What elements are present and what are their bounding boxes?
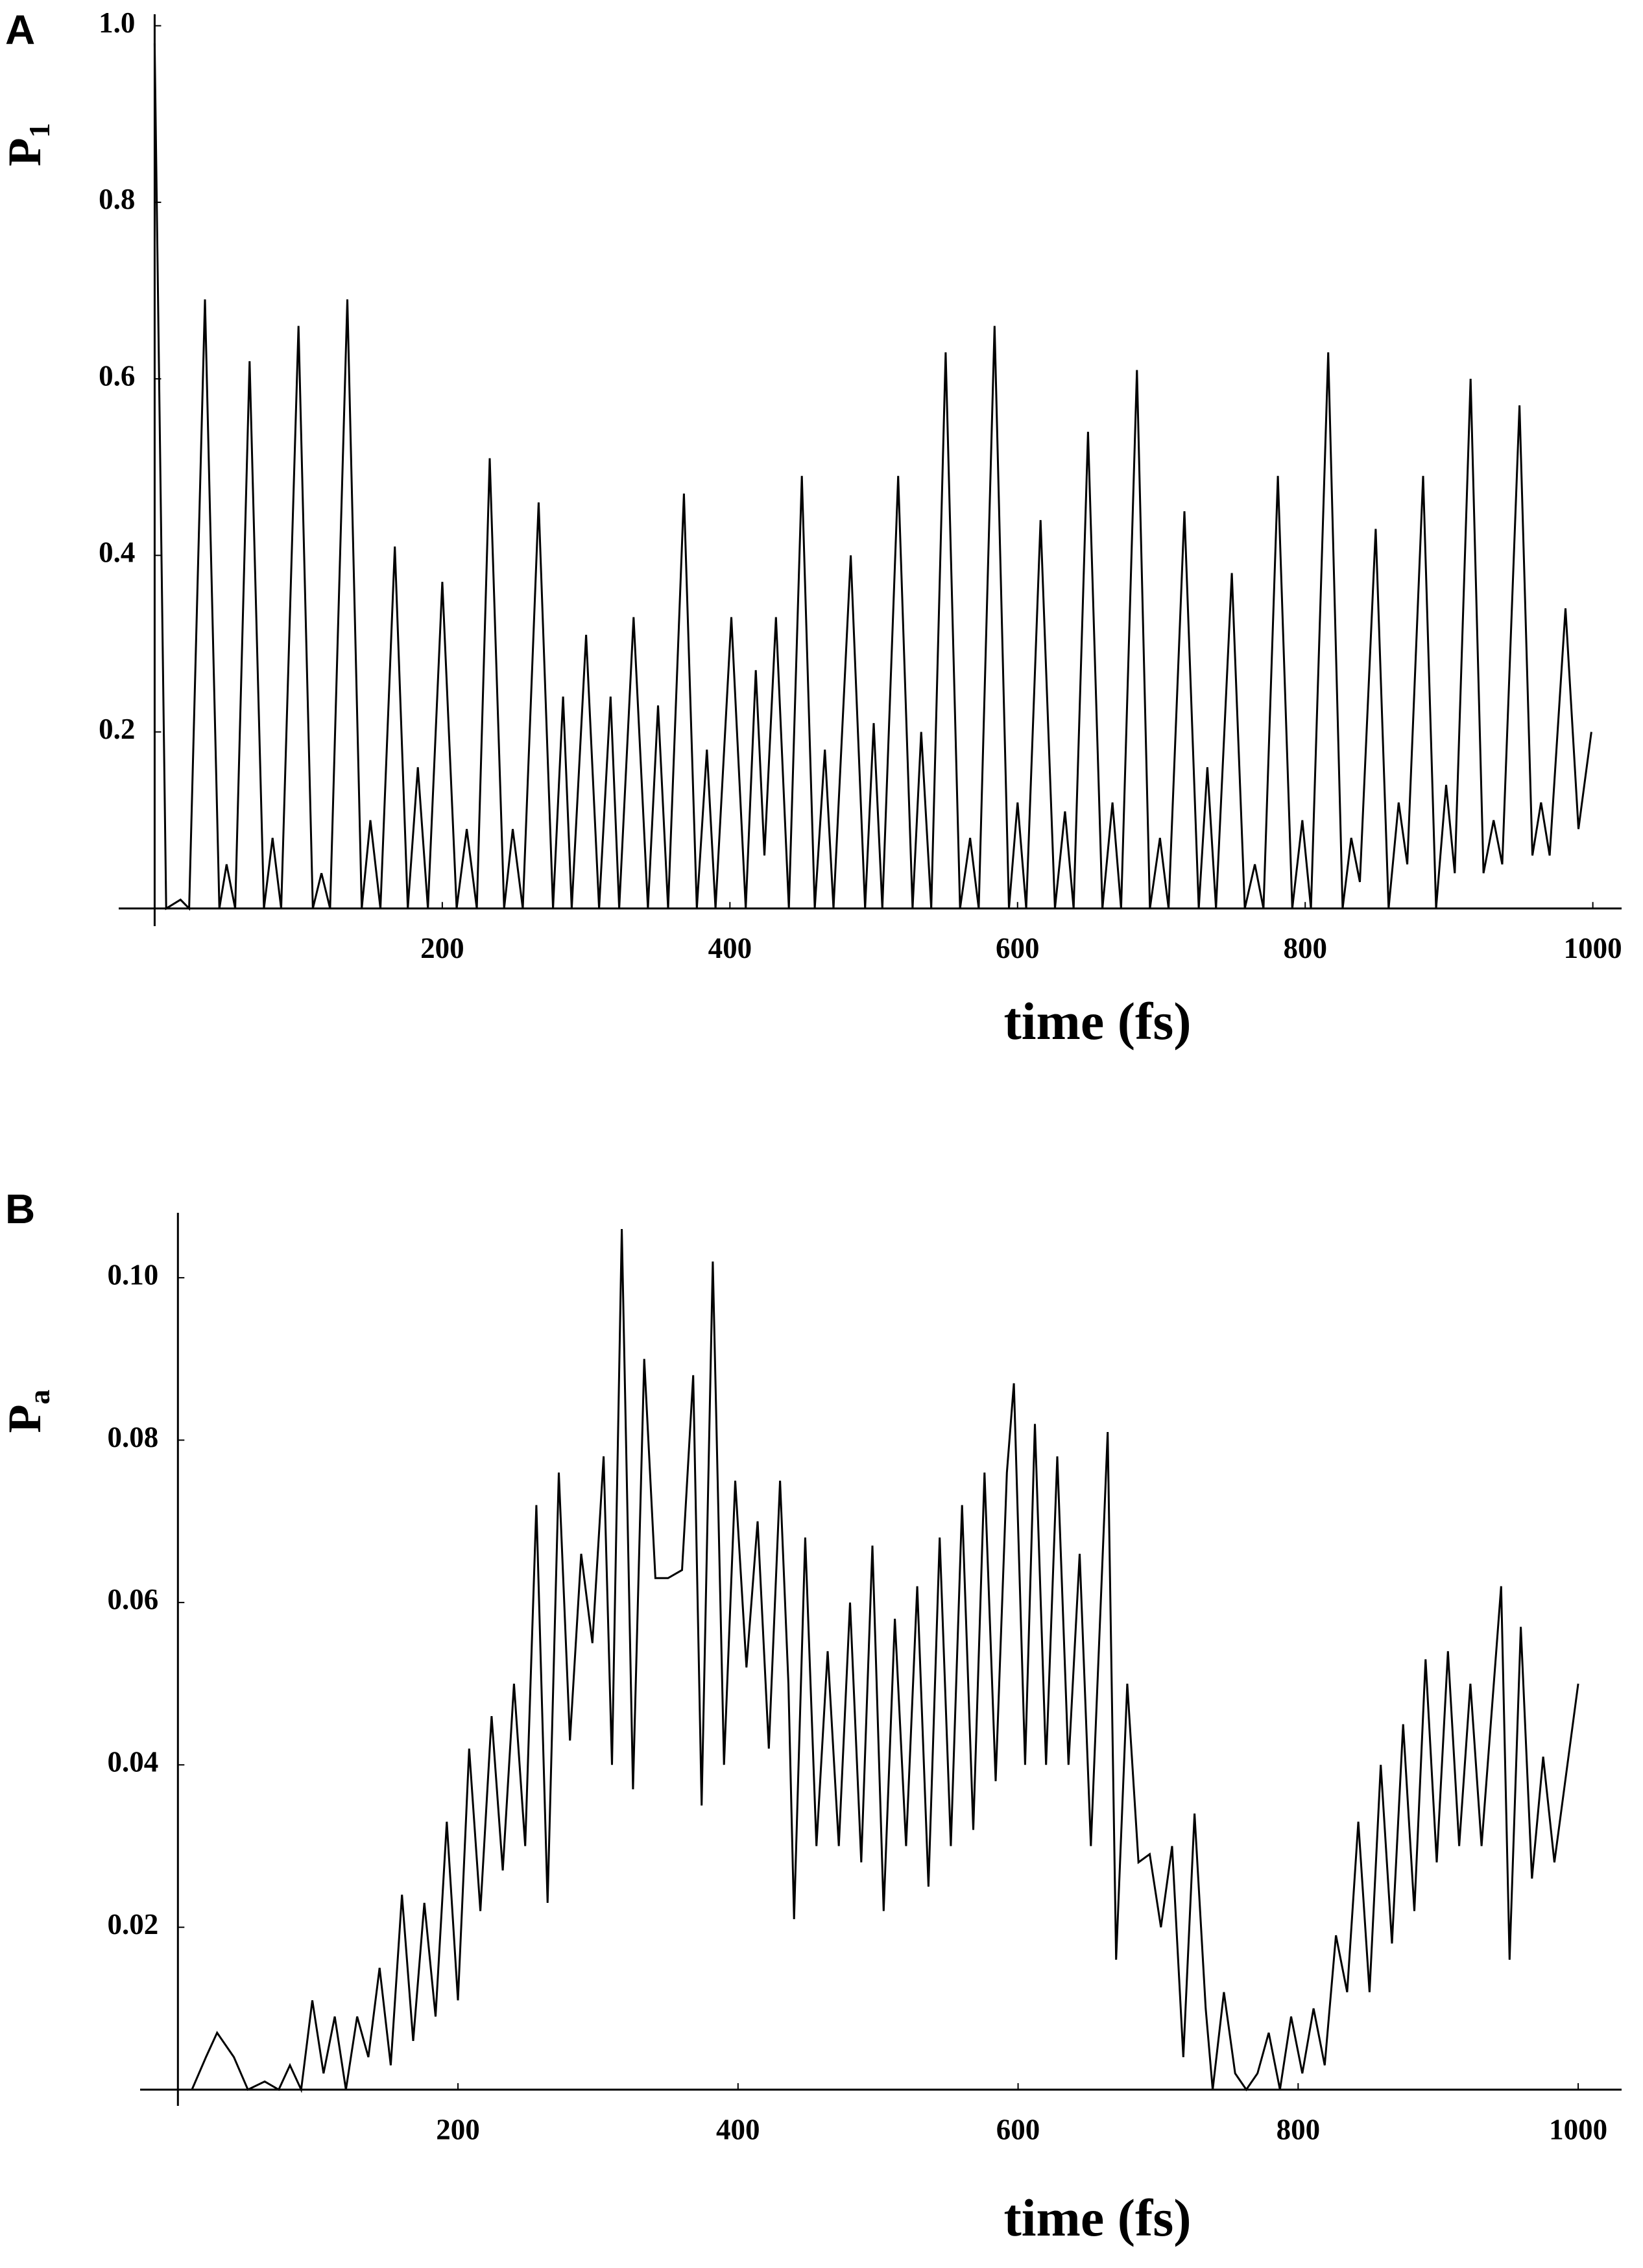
y-axis-label-main: P bbox=[0, 138, 51, 167]
y-tick-label: 0.8 bbox=[99, 183, 135, 215]
data-line bbox=[153, 43, 1592, 911]
y-axis-label-sub: a bbox=[23, 1390, 56, 1405]
x-tick-label: 600 bbox=[996, 2113, 1040, 2145]
y-tick-label: 0.4 bbox=[99, 536, 135, 569]
y-axis-label-sub: 1 bbox=[23, 123, 56, 138]
x-tick-label: 600 bbox=[996, 932, 1040, 964]
x-tick-label: 800 bbox=[1283, 932, 1327, 964]
data-line bbox=[178, 1228, 1579, 2094]
x-tick-label: 200 bbox=[436, 2113, 480, 2145]
x-axis-label: time (fs) bbox=[1003, 992, 1191, 1051]
y-tick-label: 0.08 bbox=[108, 1421, 159, 1453]
y-tick-label: 0.06 bbox=[108, 1583, 159, 1616]
x-tick-label: 800 bbox=[1277, 2113, 1321, 2145]
y-tick-label: 0.04 bbox=[108, 1746, 159, 1778]
y-tick-label: 0.02 bbox=[108, 1908, 159, 1940]
panel-label: A bbox=[5, 6, 35, 53]
y-tick-label: 0.10 bbox=[108, 1258, 159, 1291]
y-axis-label: P1 bbox=[0, 123, 56, 167]
chart: A 200 400 600 800 1000 0.2 0.4 0.6 0.8 1.0 time (fs… bbox=[0, 6, 1622, 1051]
x-tick-label: 200 bbox=[420, 932, 464, 964]
panel-label: B bbox=[5, 1186, 35, 1232]
y-axis-label-main: P bbox=[0, 1405, 51, 1433]
x-tick-label: 1000 bbox=[1564, 932, 1622, 964]
y-tick-label: 0.2 bbox=[99, 713, 135, 745]
x-tick-label: 400 bbox=[716, 2113, 760, 2145]
x-tick-label: 1000 bbox=[1549, 2113, 1607, 2145]
chart: B 200 400 600 800 1000 0.02 0.04 0.06 0.08 0.10 tim… bbox=[0, 1186, 1622, 2247]
y-tick-label: 1.0 bbox=[99, 6, 135, 39]
x-tick-label: 400 bbox=[708, 932, 752, 964]
y-tick-label: 0.6 bbox=[99, 359, 135, 392]
y-axis-label: Pa bbox=[0, 1390, 56, 1433]
x-axis-label: time (fs) bbox=[1003, 2188, 1191, 2247]
